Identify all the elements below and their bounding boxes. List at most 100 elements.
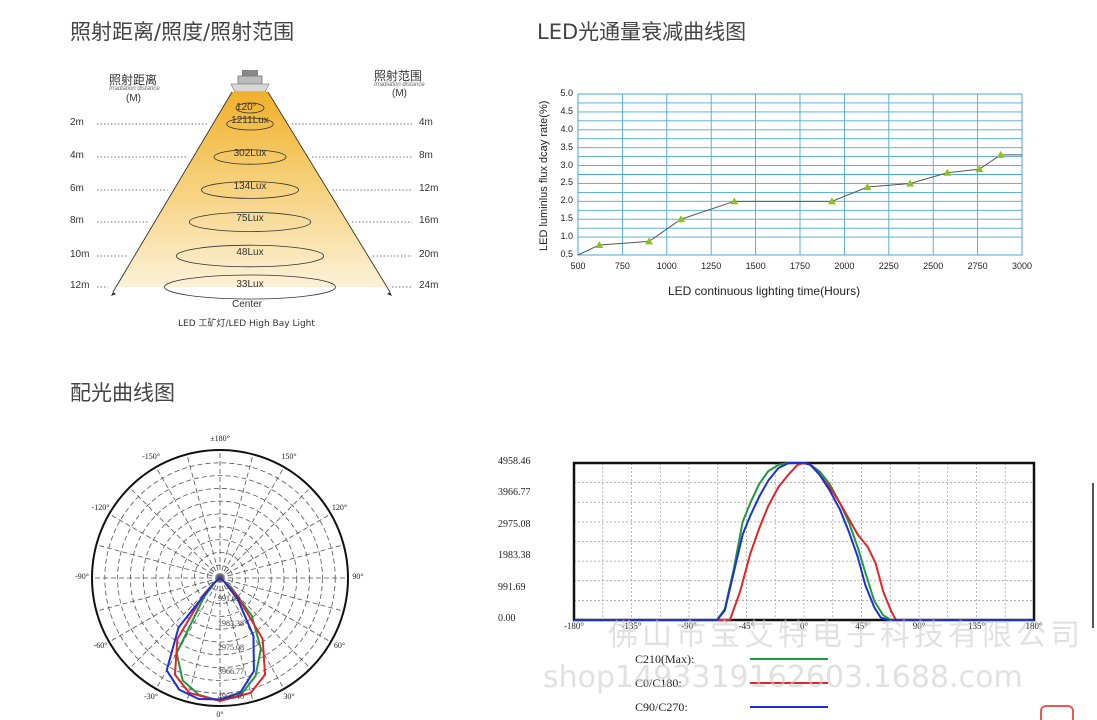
decay-marker: [943, 168, 952, 176]
illumination-title: 照射距离/照度/照射范围: [70, 20, 295, 44]
legend-swatch: [750, 706, 828, 708]
decay-marker: [677, 215, 686, 223]
y-tick-label: 1.5: [560, 213, 573, 224]
polar-angle-label: 0°: [216, 710, 224, 719]
legend-label: C0/C180:: [635, 676, 682, 690]
lux-label: 33Lux: [236, 279, 264, 290]
lux-label: 1211Lux: [231, 115, 269, 126]
polar-radial-label: 4958.46: [218, 691, 244, 701]
polar-spoke: [108, 577, 221, 643]
decay-marker: [730, 197, 739, 205]
y-tick-label: 1.0: [560, 231, 573, 242]
range-label: 12m: [419, 183, 439, 194]
polar-spoke: [219, 544, 344, 579]
decay-line: [577, 154, 1022, 256]
range-label: 24m: [419, 280, 439, 291]
x-tick-label: -45°: [738, 621, 755, 631]
polar-spoke: [219, 513, 332, 579]
polar-spoke: [219, 577, 332, 643]
cone-center-label: Center: [232, 299, 263, 310]
polar-ring: [181, 539, 259, 617]
decay-marker: [595, 240, 604, 248]
polar-angle-label: -30°: [144, 691, 158, 701]
cone-ring: [164, 274, 336, 300]
polar-angle-label: 30°: [283, 691, 295, 701]
x-tick-label: 750: [614, 261, 630, 271]
legend-label: C90/C270:: [635, 700, 688, 714]
y-tick-label: 2.5: [560, 177, 573, 188]
y-tick-label: 0.5: [560, 249, 573, 259]
polar-angle-label: 150°: [281, 452, 297, 462]
polar-radial-label: 2975.08: [218, 642, 244, 652]
decay-marker: [906, 179, 915, 187]
distance-label: 6m: [70, 183, 84, 194]
y-tick-label: 2975.08: [498, 518, 531, 530]
decay-chart-title: LED光通量衰减曲线图: [537, 20, 747, 44]
y-tick-label: 991.69: [498, 581, 526, 593]
polar-spoke: [186, 577, 221, 702]
range-label: 8m: [419, 150, 433, 161]
x-tick-label: 2250: [878, 261, 899, 271]
polar-radial-label: 3966.77: [218, 667, 244, 677]
x-tick-label: 1250: [701, 261, 722, 271]
polar-angle-label: 120°: [331, 503, 348, 512]
polar-angle-label: -90°: [75, 572, 89, 581]
cone-ring: [175, 244, 325, 268]
x-tick-label: 45°: [855, 621, 868, 631]
cone-left-unit: (M): [126, 93, 141, 104]
intensity-curve: [574, 462, 1034, 621]
cone-ring: [226, 117, 274, 131]
x-tick-label: 135°: [967, 621, 986, 631]
x-tick-label: 90°: [912, 621, 926, 631]
distance-label: 4m: [70, 150, 84, 161]
polar-spoke: [219, 466, 285, 579]
cone-right-unit: (M): [392, 88, 407, 99]
y-tick-label: 3.0: [560, 159, 573, 170]
polar-spoke: [96, 577, 221, 612]
decay-marker: [996, 150, 1005, 158]
legend-label: C210(Max):: [635, 652, 695, 666]
x-tick-label: -90°: [681, 621, 697, 631]
corner-logo-icon: [1040, 705, 1074, 720]
lux-label: 302Lux: [233, 148, 267, 159]
legend-swatch: [750, 658, 828, 660]
light-cone: [115, 92, 388, 287]
lux-label: 48Lux: [236, 247, 264, 258]
x-tick-label: 3000: [1011, 261, 1033, 271]
distance-label: 8m: [70, 215, 84, 226]
legend-swatch: [750, 682, 828, 684]
x-tick-label: 1750: [789, 261, 811, 271]
y-tick-label: 5.0: [560, 88, 573, 98]
lamp-icon: [230, 70, 270, 93]
cone-right-header: 照射范围: [374, 69, 423, 83]
x-tick-label: 1000: [656, 261, 677, 271]
lux-label: 134Lux: [233, 181, 267, 192]
polar-angle-label: 90°: [352, 572, 364, 581]
watermark-url: shop1493319162603.1688.com: [543, 660, 1023, 695]
cone-ring: [213, 149, 287, 165]
polar-ring: [117, 475, 323, 681]
polar-spoke: [219, 487, 311, 579]
polar-angle-label: 60°: [333, 641, 346, 650]
polar-spoke: [219, 577, 344, 612]
beam-angle: 120°: [236, 102, 257, 113]
y-tick-label: 3.5: [560, 141, 573, 152]
cone-caption: LED 工矿灯/LED High Bay Light: [178, 319, 315, 329]
x-tick-label: 0°: [799, 621, 809, 631]
cone-leader-lines: [97, 123, 412, 288]
range-label: 4m: [419, 117, 433, 128]
watermark-company: 佛山市宝艾特电子科技有限公司: [608, 618, 1084, 653]
y-tick-label: 4958.46: [498, 456, 531, 467]
y-tick-label: 3966.77: [498, 487, 531, 499]
polar-angle-label: -60°: [93, 641, 108, 650]
distance-label: 12m: [70, 280, 90, 291]
cone-ring: [235, 102, 265, 114]
y-tick-label: 2.0: [560, 195, 573, 206]
polar-spoke: [219, 577, 311, 669]
y-tick-label: 0.00: [498, 613, 516, 624]
polar-angle-label: ±180°: [210, 434, 230, 443]
decay-marker: [645, 237, 654, 245]
